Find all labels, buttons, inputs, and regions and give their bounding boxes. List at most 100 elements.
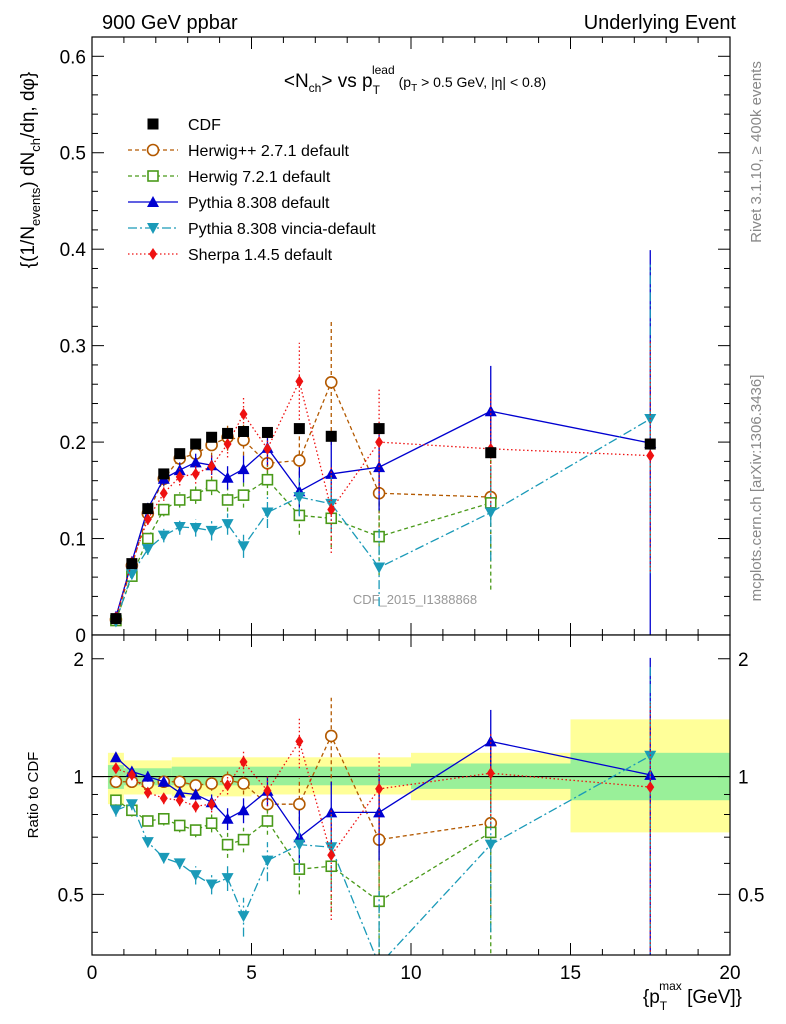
ratio-point: [263, 784, 272, 797]
ratio-series-sherpa-1-4-5-default: [111, 703, 655, 955]
ratio-point: [237, 833, 250, 846]
data-point: [237, 463, 250, 475]
data-point: [175, 470, 184, 483]
data-point: [189, 522, 202, 534]
y-tick-label: 0.1: [60, 530, 86, 551]
ratio-point: [293, 839, 306, 851]
data-point: [646, 449, 655, 462]
x-tick-label: 5: [246, 963, 257, 984]
data-point: [173, 464, 186, 476]
data-point: [157, 530, 170, 542]
data-point: [110, 613, 122, 625]
watermark: CDF_2015_I1388868: [353, 592, 477, 607]
ratio-point: [261, 855, 274, 867]
series-cdf: [110, 423, 656, 625]
y-tick-label: 0.6: [60, 47, 86, 68]
data-point: [126, 558, 138, 570]
data-point: [375, 436, 384, 449]
legend-label: Sherpa 1.4.5 default: [188, 247, 333, 264]
data-point: [261, 473, 274, 486]
ratio-point: [191, 800, 200, 813]
legend-marker: [147, 118, 159, 130]
y-tick-label: 0.4: [60, 240, 87, 261]
data-point: [324, 375, 338, 389]
y-tick-label: 0.5: [60, 144, 86, 165]
ratio-xlabel: {pTmax [GeV]}: [643, 979, 742, 1013]
legend-label: Pythia 8.308 default: [188, 195, 330, 212]
main-panel: CDF_2015_I1388868 0 0.1 0.2 0.3 0.4 0.5 0.6 <N…: [18, 36, 731, 647]
data-point: [189, 489, 202, 501]
legend-marker: [147, 223, 159, 234]
ratio-point: [189, 788, 202, 800]
series-line: [115, 380, 491, 620]
ratio-line: [115, 739, 651, 857]
ratio-point: [141, 837, 154, 849]
data-point: [373, 562, 386, 574]
mcplots-label: mcplots.cern.ch [arXiv:1306.3436]: [748, 375, 765, 602]
data-point: [293, 492, 306, 504]
legend: CDF Herwig++ 2.7.1 default Herwig 7.2.1 de…: [128, 117, 376, 264]
ratio-point: [239, 755, 248, 768]
data-point: [644, 438, 656, 450]
data-point: [125, 569, 138, 581]
legend-label: Herwig++ 2.7.1 default: [188, 143, 350, 160]
legend-marker: [146, 143, 160, 157]
ratio-point: [237, 911, 250, 923]
ratio-point: [484, 839, 497, 851]
header-left: 900 GeV ppbar: [102, 12, 238, 34]
ratio-point: [484, 735, 497, 747]
y-tick-label: 0: [75, 626, 86, 647]
main-ticks: 0 0.1 0.2 0.3 0.4 0.5 0.6: [60, 37, 731, 647]
ratio-point: [375, 782, 384, 795]
ratio-point: [324, 729, 338, 743]
ratio-series-clipped: [109, 657, 657, 955]
ratio-point: [207, 798, 216, 811]
data-point: [205, 525, 218, 537]
ratio-point: [157, 852, 170, 864]
data-point: [221, 471, 234, 483]
main-panel-bg: [92, 37, 730, 635]
data-point: [484, 507, 497, 519]
ratio-point: [205, 777, 218, 790]
legend-item-pythia-8-308-vincia-default: Pythia 8.308 vincia-default: [128, 221, 376, 238]
ratio-point: [111, 762, 120, 775]
legend-label: CDF: [188, 117, 221, 134]
data-point: [190, 438, 202, 450]
ratio-point: [175, 794, 184, 807]
data-point: [141, 544, 154, 556]
series-line: [115, 379, 651, 618]
legend-item-pythia-8-308-default: Pythia 8.308 default: [128, 195, 330, 212]
ratio-y-tick-label-right: 2: [738, 650, 749, 671]
x-tick-label: 10: [400, 963, 421, 984]
data-point: [142, 503, 154, 515]
data-point: [327, 503, 336, 516]
data-point: [223, 438, 232, 451]
series-sherpa-1-4-5-default: [111, 339, 655, 624]
ratio-point: [221, 838, 234, 851]
x-tick-label: 15: [560, 963, 581, 984]
main-ylabel: {(1/Nevents) dNch/dη, dφ}: [18, 72, 43, 268]
ratio-panel-frame: [91, 634, 731, 956]
ratio-y-tick-label: 2: [73, 650, 84, 671]
data-point: [221, 494, 234, 506]
data-point: [237, 541, 250, 553]
ratio-y-tick-label: 1: [73, 768, 84, 789]
data-point: [174, 448, 186, 460]
data-point: [189, 456, 202, 468]
ratio-panel: 0.5 0.51 12 20 5 10 15 20 Ratio to CDF {pTmax […: [25, 634, 764, 1013]
ratio-point: [142, 815, 154, 827]
ratio-point: [205, 817, 218, 830]
ratio-point: [173, 819, 186, 832]
data-point: [206, 431, 218, 443]
ratio-y-tick-label: 0.5: [58, 885, 84, 906]
ratio-series: [109, 657, 657, 955]
main-series: [109, 250, 657, 635]
data-point: [373, 423, 385, 435]
legend-label: Herwig 7.2.1 default: [188, 169, 331, 186]
data-point: [485, 447, 497, 459]
ratio-point: [644, 750, 657, 762]
data-point: [221, 519, 234, 531]
data-point: [142, 532, 154, 545]
ratio-point: [373, 806, 386, 818]
